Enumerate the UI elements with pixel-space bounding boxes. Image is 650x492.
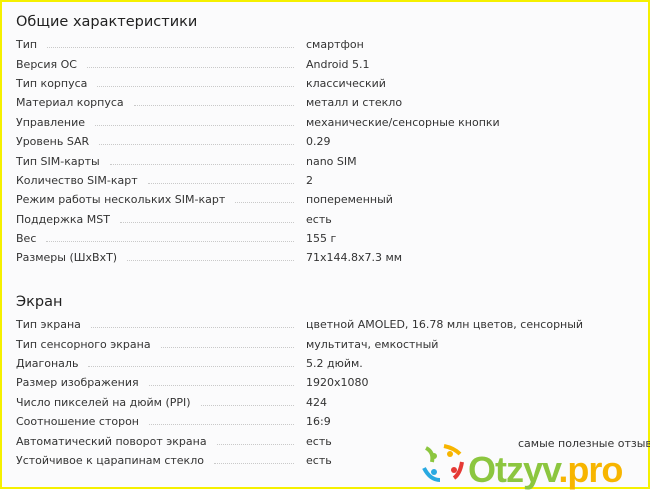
spec-row: Версия ОС Android 5.1 <box>16 54 636 73</box>
spec-label: Размер изображения <box>16 376 139 390</box>
spec-label: Тип корпуса <box>16 76 88 90</box>
dotted-leader <box>109 163 294 165</box>
spec-value: металл и стекло <box>306 96 403 110</box>
dotted-leader <box>95 124 294 126</box>
spec-value: мультитач, емкостный <box>306 337 439 351</box>
spec-row: Уровень SAR 0.29 <box>16 132 636 151</box>
spec-row: Поддержка MST есть <box>16 210 636 229</box>
brand-name: Otzyv <box>468 449 559 490</box>
section-title: Экран <box>16 294 63 310</box>
dotted-leader <box>216 443 294 445</box>
spec-row: Управление механические/сенсорные кнопки <box>16 113 636 132</box>
dotted-leader <box>133 105 294 107</box>
spec-row: Диагональ 5.2 дюйм. <box>16 354 636 373</box>
dotted-leader <box>213 462 294 464</box>
spec-row: Размеры (ШxВxТ) 71x144.8x7.3 мм <box>16 248 636 267</box>
dotted-leader <box>119 221 294 223</box>
spec-row: Число пикселей на дюйм (PPI) 424 <box>16 393 636 412</box>
spec-label: Материал корпуса <box>16 96 124 110</box>
spec-row: Устойчивое к царапинам стекло есть <box>16 451 636 470</box>
spec-row: Размер изображения 1920x1080 <box>16 373 636 392</box>
dotted-leader <box>200 404 294 406</box>
dotted-leader <box>47 47 294 49</box>
spec-value: 5.2 дюйм. <box>306 356 363 370</box>
watermark-tagline: самые полезные отзывы <box>518 437 650 450</box>
spec-value: 1920x1080 <box>306 376 369 390</box>
dotted-leader <box>86 66 294 68</box>
spec-row: Тип смартфон <box>16 35 636 54</box>
section-title: Общие характеристики <box>16 14 198 30</box>
spec-label: Число пикселей на дюйм (PPI) <box>16 395 191 409</box>
spec-label: Тип <box>16 38 38 52</box>
spec-label: Соотношение сторон <box>16 415 139 429</box>
spec-value: попеременный <box>306 193 393 207</box>
spec-row: Тип сенсорного экрана мультитач, емкостны… <box>16 334 636 353</box>
spec-label: Диагональ <box>16 356 79 370</box>
spec-label: Вес <box>16 232 37 246</box>
dotted-leader <box>99 144 294 146</box>
spec-value: есть <box>306 453 332 467</box>
dotted-leader <box>149 424 294 426</box>
dotted-leader <box>147 182 294 184</box>
dotted-leader <box>160 346 294 348</box>
spec-row: Соотношение сторон 16:9 <box>16 412 636 431</box>
spec-value: 424 <box>306 395 327 409</box>
dotted-leader <box>90 327 294 329</box>
spec-value: есть <box>306 212 332 226</box>
spec-label: Автоматический поворот экрана <box>16 434 207 448</box>
spec-value: 155 г <box>306 232 337 246</box>
spec-row: Режим работы нескольких SIM-карт попереме… <box>16 190 636 209</box>
spec-row: Тип SIM-карты nano SIM <box>16 151 636 170</box>
spec-label: Версия ОС <box>16 57 77 71</box>
watermark-brand: Otzyv.pro <box>468 452 623 488</box>
spec-value: классический <box>306 76 386 90</box>
spec-value: цветной AMOLED, 16.78 млн цветов, сенсор… <box>306 318 584 332</box>
spec-label: Тип SIM-карты <box>16 154 100 168</box>
spec-value: 16:9 <box>306 415 331 429</box>
spec-value: механические/сенсорные кнопки <box>306 115 500 129</box>
spec-label: Тип сенсорного экрана <box>16 337 151 351</box>
spec-row: Материал корпуса металл и стекло <box>16 93 636 112</box>
dotted-leader <box>46 241 294 243</box>
dotted-leader <box>88 365 294 367</box>
section-screen: Экран Тип экрана цветной AMOLED, 16.78 млн… <box>16 289 636 470</box>
spec-value: 0.29 <box>306 135 331 149</box>
dotted-leader <box>97 85 294 87</box>
brand-suffix: .pro <box>558 449 623 490</box>
dotted-leader <box>148 385 294 387</box>
spec-value: 71x144.8x7.3 мм <box>306 251 403 265</box>
logo-people-icon <box>422 444 464 482</box>
spec-value: nano SIM <box>306 154 357 168</box>
section-general: Общие характеристики Тип смартфон Версия ОС… <box>16 9 636 268</box>
spec-label: Размеры (ШxВxТ) <box>16 251 118 265</box>
spec-value: есть <box>306 434 332 448</box>
spec-label: Управление <box>16 115 86 129</box>
spec-label: Уровень SAR <box>16 135 90 149</box>
spec-row: Количество SIM-карт 2 <box>16 171 636 190</box>
spec-value: Android 5.1 <box>306 57 370 71</box>
spec-label: Устойчивое к царапинам стекло <box>16 453 204 467</box>
spec-label: Тип экрана <box>16 318 81 332</box>
spec-label: Количество SIM-карт <box>16 173 138 187</box>
spec-label: Поддержка MST <box>16 212 110 226</box>
spec-row: Автоматический поворот экрана есть <box>16 431 636 450</box>
otzyv-logo <box>420 436 466 489</box>
spec-value: смартфон <box>306 38 364 52</box>
spec-row: Вес 155 г <box>16 229 636 248</box>
dotted-leader <box>127 260 294 262</box>
spec-row: Тип экрана цветной AMOLED, 16.78 млн цвет… <box>16 315 636 334</box>
spec-value: 2 <box>306 173 313 187</box>
spec-label: Режим работы нескольких SIM-карт <box>16 193 226 207</box>
spec-row: Тип корпуса классический <box>16 74 636 93</box>
dotted-leader <box>235 202 294 204</box>
